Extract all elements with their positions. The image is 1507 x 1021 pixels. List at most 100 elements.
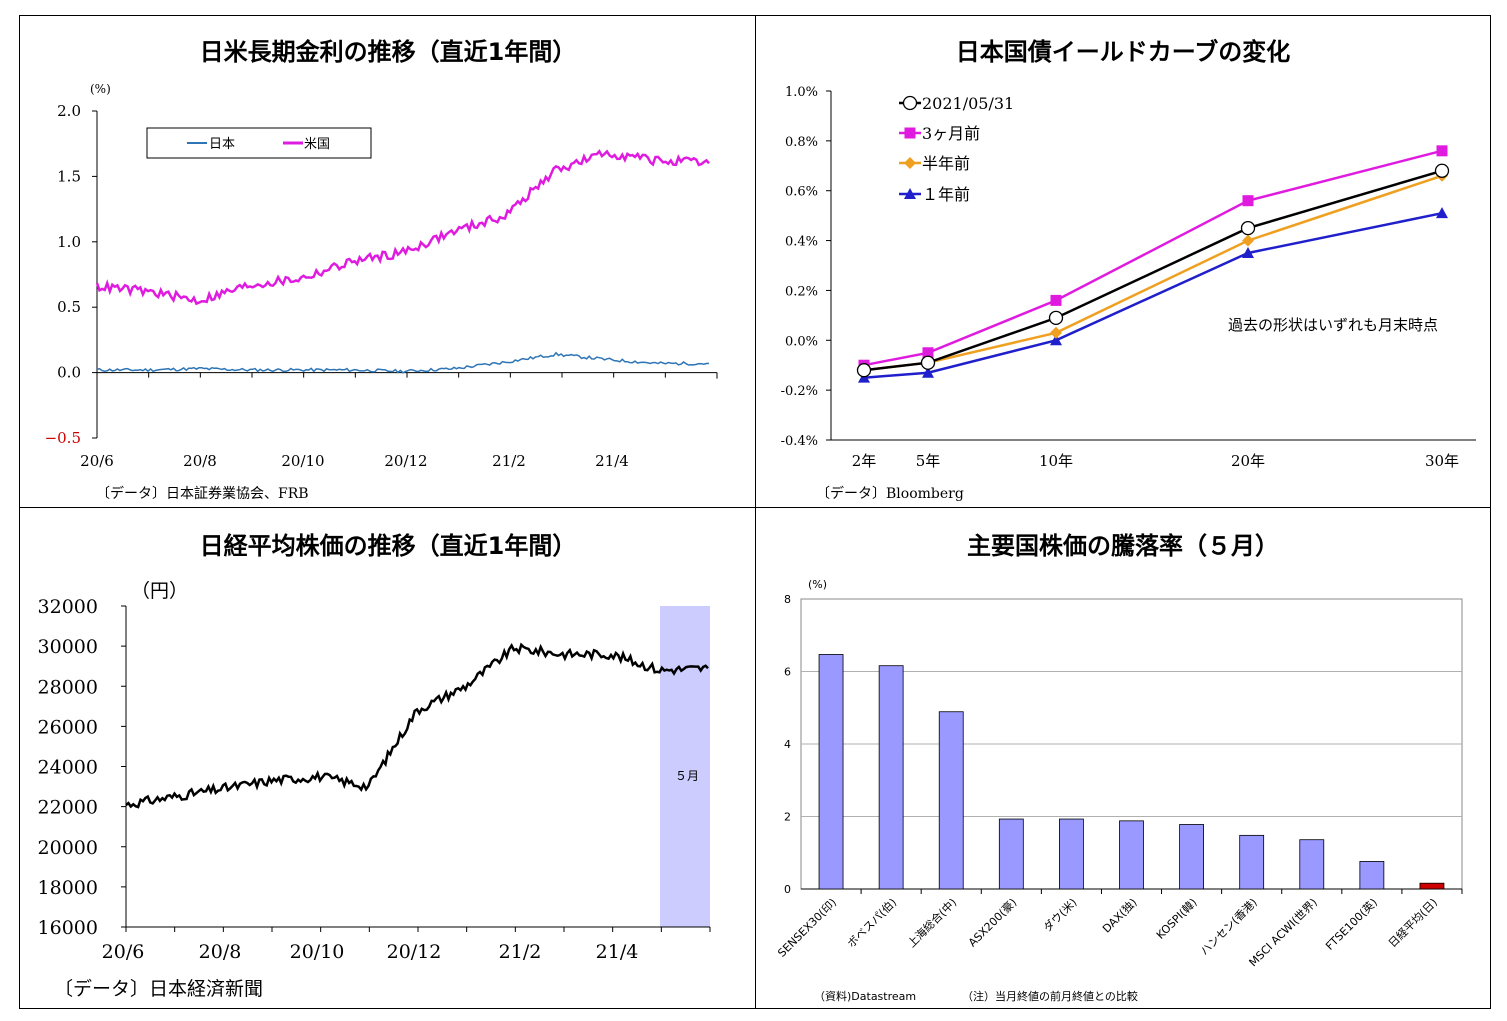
rates-title: 日米長期金利の推移（直近1年間） bbox=[199, 38, 577, 66]
yield-series-marker-0 bbox=[1240, 220, 1256, 236]
stocks-bar bbox=[1299, 839, 1325, 890]
stocks-y-tick-label: 2 bbox=[784, 811, 791, 824]
stocks-y-tick-label: 6 bbox=[784, 666, 791, 679]
yield-y-tick-label: 0.6% bbox=[785, 185, 818, 200]
nikkei-y-tick-label: 20000 bbox=[38, 837, 98, 859]
stocks-x-tick-label: DAX(独) bbox=[1100, 896, 1140, 936]
nikkei-y-tick-label: 26000 bbox=[38, 716, 98, 738]
nikkei-may-highlight bbox=[660, 606, 710, 927]
nikkei-panel: 日経平均株価の推移（直近1年間） ５月 （円） 32000 30000 28000 260… bbox=[19, 507, 757, 1009]
nikkei-y-tick-label: 28000 bbox=[38, 676, 98, 698]
yield-legend-label-2: 半年前 bbox=[922, 154, 970, 173]
nikkei-chart: ５月 （円） 32000 30000 28000 26000 24000 22000 20000… bbox=[38, 580, 711, 963]
rates-chart: (%) 2.0 1.5 1.0 0.5 0.0 −0.5 20/6 20/8 20/10 20/12… bbox=[45, 82, 718, 470]
yield-series-marker-1 bbox=[922, 347, 934, 359]
yield-legend-label-0: 2021/05/31 bbox=[922, 94, 1014, 113]
yield-x-tick-label: 5年 bbox=[916, 452, 941, 470]
yield-y-tick-label: 0.8% bbox=[785, 135, 818, 150]
yield-series-marker-2 bbox=[1242, 234, 1254, 247]
stocks-bar bbox=[1359, 861, 1385, 890]
yield-y-tick-label: 0.2% bbox=[785, 284, 818, 299]
rates-series-us-line bbox=[95, 149, 710, 306]
yield-series-marker-1 bbox=[1050, 294, 1062, 306]
yield-series-marker-0 bbox=[1434, 163, 1450, 178]
yield-y-tick-label: 0.0% bbox=[785, 334, 818, 349]
rates-y-tick-label: 2.0 bbox=[57, 102, 81, 120]
yield-series-marker-3 bbox=[1436, 207, 1448, 219]
yield-series-marker-3 bbox=[922, 366, 934, 378]
yield-series-line-3 bbox=[863, 211, 1443, 379]
rates-x-tick-label: 21/2 bbox=[492, 452, 526, 470]
yield-legend-marker-0 bbox=[902, 95, 918, 111]
yield-legend-label-1: 3ヶ月前 bbox=[922, 124, 980, 143]
stocks-x-tick-label: ボベスパ(伯) bbox=[844, 895, 899, 950]
yield-x-tick-label: 2年 bbox=[852, 452, 877, 470]
rates-x-tick-label: 21/4 bbox=[595, 452, 629, 470]
yield-series-marker-1 bbox=[1436, 145, 1448, 157]
yield-series-marker-3 bbox=[1050, 334, 1062, 346]
stocks-source: （資料)Datastream bbox=[814, 989, 916, 1003]
stocks-chart: 8 6 4 2 0 (%) SENSEX30(印) ボベスパ(伯) 上海総合(中) ASX200(… bbox=[775, 578, 1463, 1003]
nikkei-x-tick-label: 20/6 bbox=[102, 941, 145, 963]
stocks-x-tick-label: SENSEX30(印) bbox=[775, 896, 839, 960]
nikkei-x-tick-label: 21/4 bbox=[596, 941, 639, 963]
rates-y-tick-label: −0.5 bbox=[45, 429, 81, 447]
rates-x-tick-label: 20/6 bbox=[80, 452, 114, 470]
stocks-x-tick-label: ASX200(豪) bbox=[965, 895, 1019, 949]
rates-unit: (%) bbox=[90, 82, 111, 96]
yield-note: 過去の形状はいずれも月末時点 bbox=[1228, 316, 1439, 334]
nikkei-y-tick-label: 18000 bbox=[38, 877, 98, 899]
yield-series-marker-1 bbox=[1242, 195, 1254, 207]
stocks-y-tick-label: 0 bbox=[784, 883, 791, 896]
yield-source: 〔データ〕Bloomberg bbox=[816, 486, 964, 502]
yield-x-tick-label: 30年 bbox=[1425, 452, 1459, 470]
rates-y-tick-label: 1.0 bbox=[57, 233, 81, 251]
stocks-title: 主要国株価の騰落率（５月） bbox=[967, 532, 1279, 560]
yield-series-marker-2 bbox=[1050, 326, 1062, 339]
yield-y-tick-label: -0.2% bbox=[781, 384, 818, 399]
stocks-bar bbox=[938, 711, 964, 890]
rates-x-tick-label: 20/8 bbox=[183, 452, 217, 470]
yield-x-tick-label: 20年 bbox=[1231, 452, 1265, 470]
stocks-bar bbox=[1059, 818, 1084, 890]
rates-y-tick-label: 0.0 bbox=[57, 364, 81, 382]
rates-y-tick-label: 1.5 bbox=[57, 167, 81, 185]
nikkei-x-tick-label: 21/2 bbox=[499, 941, 542, 963]
rates-series-japan-line bbox=[96, 351, 710, 374]
stocks-x-tick-label: 上海総合(中) bbox=[904, 895, 959, 950]
yield-x-tick-label: 10年 bbox=[1039, 452, 1073, 470]
nikkei-y-tick-label: 22000 bbox=[38, 797, 98, 819]
yield-y-tick-label: -0.4% bbox=[781, 434, 818, 449]
stocks-bar bbox=[1119, 820, 1144, 890]
yield-legend-marker-2 bbox=[904, 157, 916, 169]
rates-x-tick-label: 20/12 bbox=[384, 452, 427, 470]
yield-legend-marker-1 bbox=[904, 127, 916, 139]
nikkei-line bbox=[125, 642, 709, 809]
stocks-bar bbox=[1179, 824, 1204, 890]
rates-legend-japan-label: 日本 bbox=[209, 137, 235, 152]
nikkei-unit: （円） bbox=[131, 580, 188, 602]
nikkei-x-tick-label: 20/8 bbox=[199, 941, 242, 963]
stocks-bar bbox=[1419, 882, 1445, 890]
nikkei-title: 日経平均株価の推移（直近1年間） bbox=[199, 532, 577, 560]
rates-y-tick-label: 0.5 bbox=[57, 298, 81, 316]
stocks-y-tick-label: 8 bbox=[784, 593, 791, 606]
stocks-x-tick-label: FTSE100(英) bbox=[1322, 895, 1380, 953]
nikkei-y-tick-label: 24000 bbox=[38, 757, 98, 779]
stocks-x-tick-label: KOSPI(韓) bbox=[1154, 896, 1200, 942]
yield-legend-label-3: １年前 bbox=[922, 185, 970, 204]
nikkei-source: 〔データ〕日本経済新聞 bbox=[54, 978, 264, 1000]
yield-title: 日本国債イールドカーブの変化 bbox=[955, 38, 1291, 66]
nikkei-y-tick-label: 32000 bbox=[38, 596, 98, 618]
stocks-x-tick-label: 日経平均(日) bbox=[1386, 896, 1440, 950]
nikkei-x-tick-label: 20/10 bbox=[290, 941, 345, 963]
stocks-bar bbox=[998, 818, 1024, 890]
nikkei-y-tick-label: 16000 bbox=[38, 917, 98, 939]
rates-source: 〔データ〕日本証券業協会、FRB bbox=[96, 486, 309, 502]
yield-panel: 日本国債イールドカーブの変化 1.0% 0.8% 0.6% 0.4% 0.2% 0.0% -… bbox=[755, 15, 1491, 509]
yield-legend-marker-3 bbox=[904, 188, 916, 199]
stocks-y-tick-label: 4 bbox=[784, 738, 791, 751]
yield-series-marker-3 bbox=[1242, 247, 1254, 259]
stocks-bar bbox=[818, 654, 844, 890]
yield-series-marker-0 bbox=[920, 355, 936, 370]
